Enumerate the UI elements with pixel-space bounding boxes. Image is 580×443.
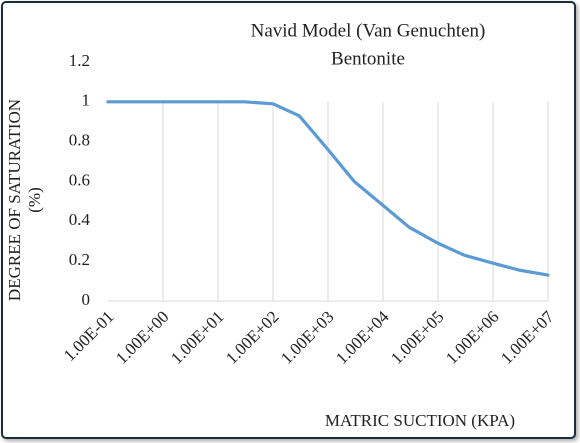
y-tick-label: 0.4 (69, 210, 91, 229)
y-tick-label: 0.6 (69, 170, 90, 189)
y-tick-label: 0 (82, 290, 91, 309)
y-tick-label: 0.2 (69, 250, 90, 269)
y-tick-label: 0.8 (69, 131, 90, 150)
chart-title: Navid Model (Van Genuchten) (251, 20, 486, 41)
chart-subtitle: Bentonite (331, 48, 405, 69)
y-axis-title: DEGREE OF SATURATION (5, 99, 24, 301)
y-tick-label: 1.2 (69, 51, 90, 70)
x-axis-title: MATRIC SUCTION (KPA) (325, 411, 515, 430)
y-tick-label: 1 (82, 91, 91, 110)
y-axis-title: (%) (25, 187, 44, 212)
line-series (106, 100, 550, 277)
